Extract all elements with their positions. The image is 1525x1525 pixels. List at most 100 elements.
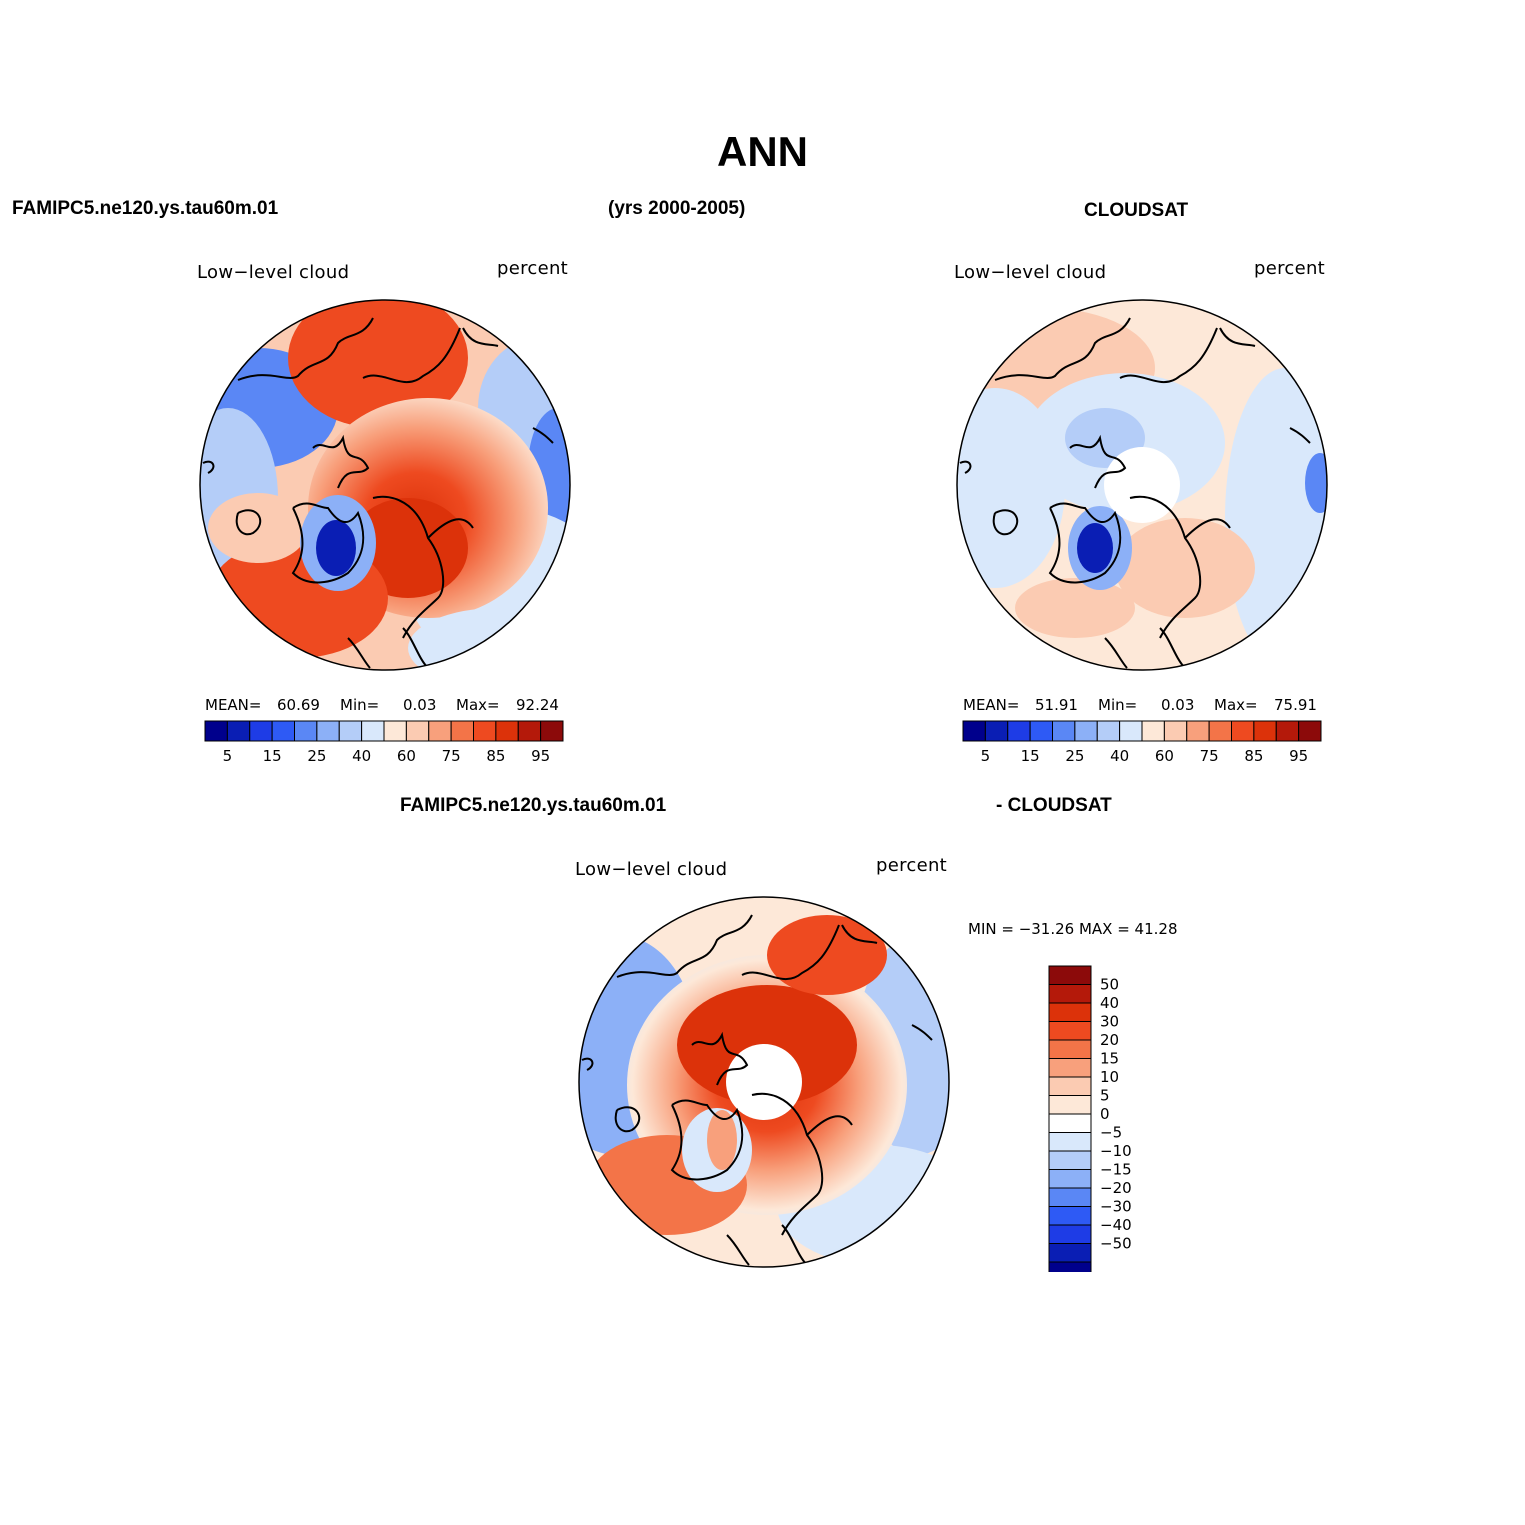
model-max-label: Max= <box>456 696 500 714</box>
model-colorbar-swatch <box>316 720 340 742</box>
model-colorbar-swatch <box>383 720 407 742</box>
diff-case-name: FAMIPC5.ne120.ys.tau60m.01 <box>400 795 667 816</box>
obs-polar-map <box>956 299 1328 671</box>
model-max-value: 92.24 <box>516 696 559 714</box>
diff-colorbar-label: −30 <box>1100 1198 1132 1216</box>
obs-max-value: 75.91 <box>1274 696 1317 714</box>
model-colorbar-label: 15 <box>263 747 282 764</box>
model-colorbar-swatch <box>271 720 295 742</box>
diff-colorbar-swatch <box>1048 1113 1092 1133</box>
model-colorbar: 5 15 25 40 60 75 85 95 <box>204 720 564 764</box>
model-colorbar-swatch <box>495 720 519 742</box>
diff-colorbar-label: 50 <box>1100 976 1119 994</box>
model-colorbar-label: 95 <box>531 747 550 764</box>
diff-colorbar-swatch <box>1048 1095 1092 1115</box>
model-colorbar-swatch <box>473 720 497 742</box>
obs-mean-value: 51.91 <box>1035 696 1078 714</box>
model-colorbar-swatch <box>450 720 474 742</box>
obs-colorbar-swatch <box>1231 720 1255 742</box>
obs-colorbar-swatch <box>1186 720 1210 742</box>
diff-obs-name: - CLOUDSAT <box>996 795 1112 816</box>
diff-colorbar-swatch <box>1048 1169 1092 1189</box>
figure-title: ANN <box>717 128 808 175</box>
obs-colorbar-label: 85 <box>1244 747 1263 764</box>
obs-colorbar-swatch <box>1029 720 1053 742</box>
obs-colorbar-swatch <box>1163 720 1188 742</box>
diff-colorbar-label: −10 <box>1100 1142 1132 1160</box>
diff-colorbar-swatch <box>1048 1039 1092 1059</box>
obs-colorbar-swatch <box>1074 720 1098 742</box>
obs-colorbar-swatch <box>1275 720 1300 742</box>
diff-units-label: percent <box>876 855 948 876</box>
model-colorbar-swatch <box>540 720 564 742</box>
model-units-label: percent <box>497 258 569 279</box>
obs-colorbar-swatch <box>1096 720 1121 742</box>
obs-min-label: Min= <box>1098 696 1138 714</box>
diff-colorbar-label: 0 <box>1100 1105 1110 1123</box>
diff-colorbar-label: −20 <box>1100 1179 1132 1197</box>
diff-colorbar-swatch <box>1048 1076 1092 1096</box>
model-polar-map <box>199 299 571 671</box>
diff-colorbar-swatch <box>1048 1150 1092 1170</box>
obs-colorbar-swatch <box>1052 720 1076 742</box>
diff-colorbar-swatch <box>1048 1021 1092 1041</box>
model-colorbar-swatch <box>226 720 251 742</box>
obs-mean-label: MEAN= <box>963 696 1020 714</box>
diff-colorbar-label: −40 <box>1100 1216 1132 1234</box>
obs-colorbar-label: 95 <box>1289 747 1308 764</box>
obs-colorbar-swatch <box>962 720 986 742</box>
diff-colorbar-swatch <box>1048 1132 1092 1152</box>
diff-colorbar-swatch <box>1048 1002 1092 1022</box>
diff-colorbar-label: −15 <box>1100 1161 1132 1179</box>
diff-colorbar-swatch <box>1048 1261 1092 1272</box>
model-colorbar-swatch <box>249 720 273 742</box>
diff-colorbar-label: 40 <box>1100 994 1119 1012</box>
model-colorbar-label: 40 <box>352 747 371 764</box>
model-variable-label: Low−level cloud <box>197 262 350 283</box>
diff-colorbar-swatch <box>1048 965 1092 985</box>
obs-colorbar-swatch <box>1119 720 1143 742</box>
diff-colorbar-swatch <box>1048 1058 1092 1078</box>
diff-colorbar-label: 15 <box>1100 1050 1119 1068</box>
diff-variable-label: Low−level cloud <box>575 859 728 880</box>
diff-colorbar-label: 30 <box>1100 1013 1119 1031</box>
obs-colorbar-swatch <box>1007 720 1031 742</box>
model-colorbar-swatch <box>517 720 542 742</box>
diff-colorbar-label: 10 <box>1100 1068 1119 1086</box>
model-colorbar-label: 60 <box>397 747 416 764</box>
model-colorbar-label: 25 <box>307 747 326 764</box>
model-case-name: FAMIPC5.ne120.ys.tau60m.01 <box>12 198 279 219</box>
model-colorbar-swatch <box>361 720 385 742</box>
obs-min-value: 0.03 <box>1161 696 1195 714</box>
obs-colorbar-label: 15 <box>1021 747 1040 764</box>
model-colorbar-swatch <box>294 720 318 742</box>
diff-colorbar-swatch <box>1048 1206 1092 1226</box>
obs-colorbar-label: 25 <box>1065 747 1084 764</box>
obs-case-name: CLOUDSAT <box>1084 200 1189 221</box>
obs-max-label: Max= <box>1214 696 1258 714</box>
model-min-value: 0.03 <box>403 696 437 714</box>
obs-colorbar: 5 15 25 40 60 75 85 95 <box>962 720 1322 764</box>
obs-colorbar-swatch <box>984 720 1009 742</box>
obs-colorbar-label: 75 <box>1200 747 1219 764</box>
obs-units-label: percent <box>1254 258 1326 279</box>
diff-colorbar-swatch <box>1048 1224 1092 1244</box>
obs-colorbar-swatch <box>1253 720 1277 742</box>
model-colorbar-swatch <box>204 720 228 742</box>
obs-variable-label: Low−level cloud <box>954 262 1107 283</box>
model-colorbar-label: 5 <box>223 747 233 764</box>
model-colorbar-swatch <box>338 720 363 742</box>
model-mean-value: 60.69 <box>277 696 320 714</box>
obs-colorbar-label: 5 <box>981 747 991 764</box>
obs-colorbar-swatch <box>1141 720 1165 742</box>
diff-minmax-label: MIN = −31.26 MAX = 41.28 <box>968 920 1178 938</box>
obs-colorbar-swatch <box>1208 720 1232 742</box>
model-mean-label: MEAN= <box>205 696 262 714</box>
diff-colorbar-swatch <box>1048 984 1092 1004</box>
diff-polar-map <box>578 896 950 1268</box>
diff-colorbar-swatch <box>1048 1243 1092 1263</box>
model-min-label: Min= <box>340 696 380 714</box>
diff-colorbar-label: 5 <box>1100 1087 1110 1105</box>
diff-colorbar-label: 20 <box>1100 1031 1119 1049</box>
